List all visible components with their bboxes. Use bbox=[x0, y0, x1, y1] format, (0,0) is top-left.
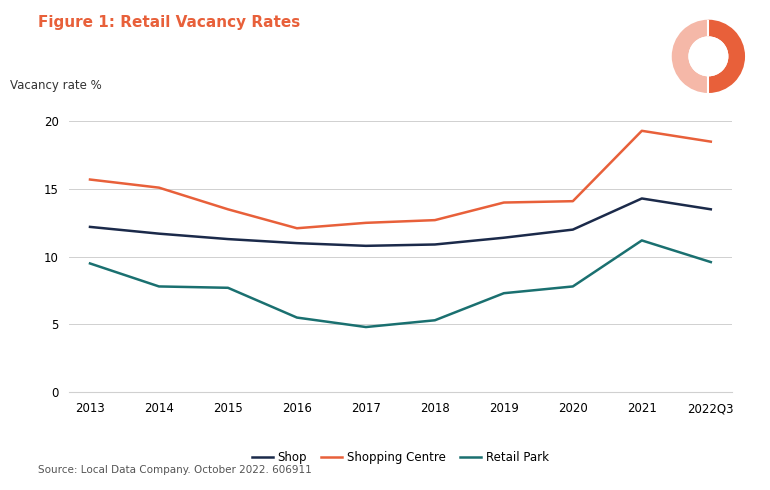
Legend: Shop, Shopping Centre, Retail Park: Shop, Shopping Centre, Retail Park bbox=[247, 446, 554, 468]
Circle shape bbox=[688, 36, 728, 76]
Text: Source: Local Data Company. October 2022. 606911: Source: Local Data Company. October 2022… bbox=[38, 466, 313, 475]
Text: Vacancy rate %: Vacancy rate % bbox=[10, 79, 102, 93]
Text: Figure 1: Retail Vacancy Rates: Figure 1: Retail Vacancy Rates bbox=[38, 15, 301, 30]
Wedge shape bbox=[708, 20, 745, 93]
Wedge shape bbox=[671, 20, 708, 93]
